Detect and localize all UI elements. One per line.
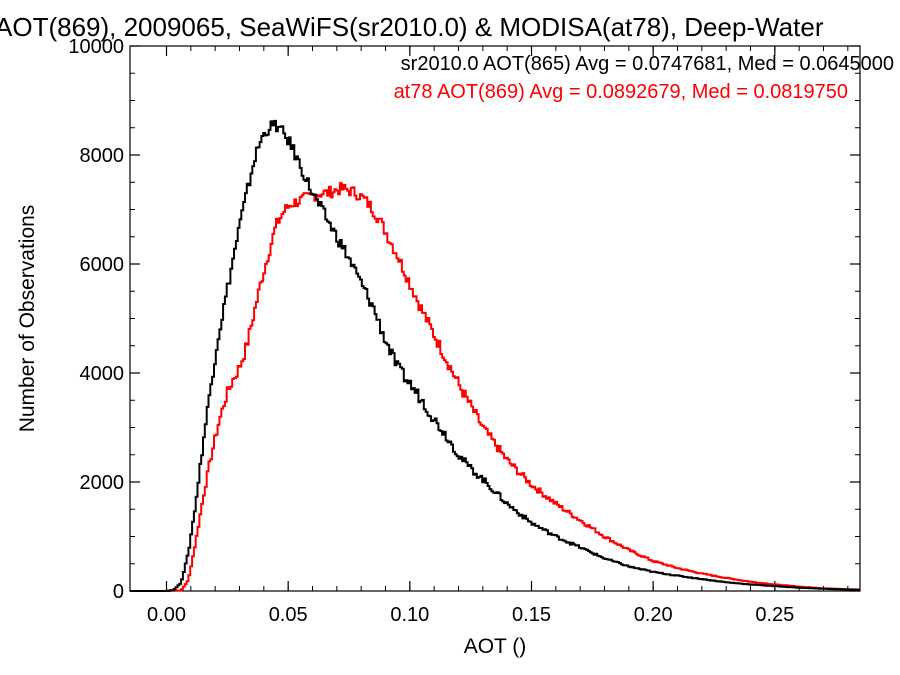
x-axis-label: AOT () — [464, 635, 527, 658]
x-tick-label: 0.20 — [634, 604, 673, 626]
x-tick-label: 0.05 — [269, 604, 308, 626]
y-tick-label: 10000 — [68, 36, 124, 58]
y-axis: 0 2000 4000 6000 8000 10000 — [68, 36, 860, 603]
x-tick-label: 0.25 — [755, 604, 794, 626]
x-tick-label: 0.10 — [390, 604, 429, 626]
x-tick-label: 0.00 — [147, 604, 186, 626]
series-line-black — [130, 119, 860, 592]
y-tick-label: 6000 — [80, 254, 125, 276]
chart-title: AOT(869), 2009065, SeaWiFS(sr2010.0) & M… — [0, 12, 824, 42]
plot-frame — [129, 45, 861, 592]
legend-entry-black: sr2010.0 AOT(865) Avg = 0.0747681, Med =… — [401, 53, 894, 75]
y-tick-label: 8000 — [80, 145, 125, 167]
y-tick-label: 2000 — [80, 472, 125, 494]
series-line-red — [130, 182, 860, 592]
x-tick-label: 0.15 — [512, 604, 551, 626]
x-axis: 0.00 0.05 0.10 0.15 0.20 0.25 — [147, 46, 849, 626]
y-axis-label: Number of Observations — [16, 205, 39, 433]
y-tick-label: 0 — [113, 581, 124, 603]
legend-entry-red: at78 AOT(869) Avg = 0.0892679, Med = 0.0… — [394, 81, 848, 103]
y-tick-label: 4000 — [80, 363, 125, 385]
series-layer — [130, 119, 860, 592]
